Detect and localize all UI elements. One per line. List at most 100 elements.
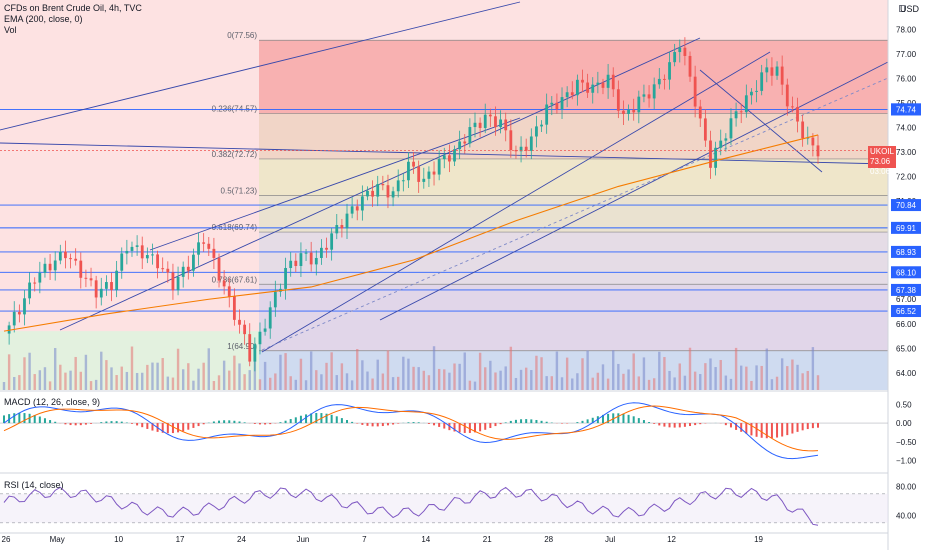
volume-legend: Vol (4, 25, 17, 35)
level-badge-axis-text-3: 68.93 (896, 248, 917, 257)
macd-histogram-bar (760, 423, 763, 438)
time-tick-label: 7 (362, 535, 367, 544)
volume-bar (356, 349, 359, 390)
macd-histogram-bar (576, 422, 579, 424)
macd-histogram-bar (811, 423, 814, 429)
volume-bar (806, 370, 809, 390)
macd-histogram-bar (294, 417, 297, 424)
candle-body (320, 247, 323, 258)
macd-histogram-bar (622, 413, 625, 424)
macd-histogram-bar (668, 423, 671, 428)
candle-body (335, 225, 339, 234)
volume-bar (397, 376, 400, 390)
volume-bar (560, 377, 564, 390)
volume-bar (545, 376, 548, 390)
level-badge-top (891, 103, 921, 116)
macd-histogram-bar (130, 423, 133, 424)
candle-body (765, 67, 769, 73)
level-badge-axis-4 (891, 266, 921, 279)
macd-histogram-bar (90, 423, 93, 424)
macd-histogram-bar (509, 420, 512, 424)
candle-body (591, 84, 595, 93)
candle-body (693, 76, 697, 107)
macd-histogram-bar (371, 423, 374, 427)
macd-histogram-bar (330, 414, 333, 424)
volume-bar (683, 375, 687, 390)
volume-bar (2, 382, 6, 390)
macd-histogram-bar (694, 423, 697, 426)
macd-histogram-bar (561, 423, 564, 424)
candle-body (801, 121, 805, 139)
macd-histogram-bar (397, 423, 400, 424)
volume-bar (699, 374, 702, 390)
macd-histogram-bar (530, 419, 533, 424)
candle-body (791, 106, 794, 108)
scale-toggle-icon[interactable] (899, 5, 905, 12)
candle-body (386, 185, 390, 198)
candle-body (33, 282, 37, 284)
fib-zone-0 (259, 40, 888, 114)
candle-body (755, 90, 758, 92)
volume-bar (335, 375, 338, 390)
candle-body (391, 191, 395, 198)
volume-bar (770, 379, 774, 390)
macd-histogram-bar (750, 423, 753, 436)
candle-body (545, 104, 549, 125)
volume-bar (407, 358, 410, 390)
volume-bar (304, 380, 308, 390)
volume-bar (48, 381, 52, 390)
macd-tick-label: −0.50 (896, 438, 917, 447)
macd-histogram-bar (197, 423, 200, 427)
macd-histogram-bar (781, 423, 784, 437)
macd-histogram-bar (473, 423, 476, 433)
level-badge-axis-text-4: 68.10 (896, 268, 917, 277)
ticker-badge: UKOIL 73.06 03:06:30 (868, 146, 901, 176)
volume-bar (315, 370, 318, 390)
macd-histogram-bar (315, 412, 318, 424)
volume-bar (38, 370, 42, 390)
volume-bar (565, 357, 569, 390)
macd-histogram-bar (520, 419, 523, 424)
macd-histogram-bar (504, 422, 507, 424)
candle-body (647, 94, 651, 99)
macd-tick-label: 0.00 (896, 419, 912, 428)
volume-bar (755, 365, 758, 390)
candle-body (744, 95, 748, 113)
fib-label-1: 1(64.90) (227, 342, 257, 351)
candle-body (140, 245, 144, 259)
candle-body (770, 67, 774, 76)
volume-bar (658, 351, 661, 390)
volume-bar (345, 373, 349, 390)
macd-histogram-bar (745, 423, 748, 434)
macd-histogram-bar (18, 412, 21, 424)
volume-bar (473, 381, 477, 390)
candle-body (780, 66, 784, 85)
candle-body (53, 260, 57, 271)
volume-bar (299, 358, 303, 390)
volume-bar (550, 376, 553, 390)
macd-histogram-bar (699, 423, 702, 425)
candle-body (555, 102, 559, 110)
candle-body (263, 328, 267, 332)
macd-histogram-bar (340, 418, 343, 424)
volume-bar (642, 357, 646, 390)
volume-bar (663, 357, 666, 390)
macd-histogram-bar (412, 422, 415, 424)
volume-bar (320, 374, 323, 390)
level-badge-axis-6 (891, 305, 921, 318)
candle-body (166, 268, 170, 273)
rsi-tick-label: 40.00 (896, 512, 917, 521)
candle-body (458, 141, 462, 150)
level-badge-axis-3 (891, 245, 921, 258)
candle-body (212, 248, 216, 258)
candle-body (396, 180, 400, 192)
volume-bar (714, 367, 717, 390)
candle-body (719, 140, 723, 148)
price-tick-label: 67.00 (896, 295, 917, 304)
macd-histogram-bar (125, 422, 128, 424)
macd-histogram-bar (182, 423, 185, 432)
volume-bar (734, 347, 738, 390)
volume-bar (125, 371, 129, 390)
candle-body (345, 213, 349, 229)
